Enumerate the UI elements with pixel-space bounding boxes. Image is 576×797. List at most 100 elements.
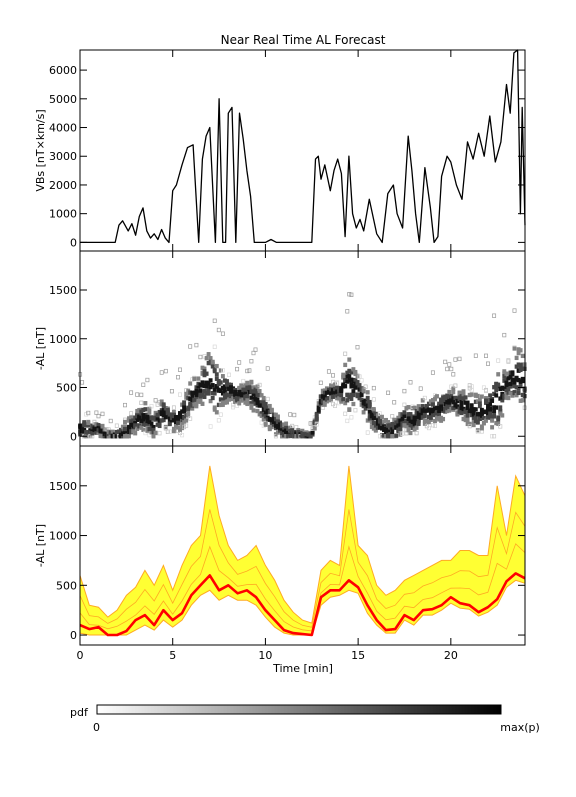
pdf-cell (479, 426, 484, 431)
y-tick-label: 0 (70, 430, 77, 443)
pdf-cell (455, 404, 460, 409)
pdf-cell (351, 389, 356, 394)
pdf-cell-outlier (502, 332, 507, 338)
pdf-cell (504, 392, 509, 397)
pdf-cell (263, 401, 268, 407)
pdf-cell (353, 408, 358, 413)
pdf-cell (355, 373, 360, 379)
pdf-cell-outlier (159, 370, 164, 375)
y-tick-label: 0 (70, 236, 77, 249)
pdf-cell (265, 396, 270, 402)
pdf-cell (275, 415, 280, 420)
pdf-cell (437, 408, 442, 414)
pdf-cell (247, 385, 252, 390)
pdf-cell (422, 412, 427, 418)
pdf-cell-outlier (449, 366, 454, 372)
pdf-cell (435, 394, 439, 399)
pdf-cell (147, 410, 152, 415)
pdf-cell-outlier (249, 359, 254, 364)
pdf-cell (163, 415, 168, 420)
pdf-cell (371, 407, 376, 412)
pdf-cell (188, 416, 193, 421)
pdf-cell (127, 434, 131, 439)
pdf-cell (212, 344, 217, 349)
pdf-cell (357, 395, 362, 400)
pdf-cell (129, 411, 134, 416)
pdf-cell (157, 430, 162, 436)
pdf-cell-outlier (216, 327, 221, 333)
pdf-cell (333, 382, 337, 387)
pdf-cell (465, 417, 470, 422)
pdf-cell (123, 419, 127, 425)
pdf-cell (322, 394, 327, 399)
chart-title: Near Real Time AL Forecast (221, 33, 386, 47)
pdf-cell-outlier (129, 390, 134, 395)
pdf-cell (257, 382, 262, 388)
x-tick-label: 20 (444, 649, 458, 662)
pdf-cell-outlier (347, 292, 352, 297)
pdf-cell (216, 418, 221, 423)
pdf-cell (335, 381, 340, 386)
pdf-cell (345, 398, 350, 403)
pdf-cell (284, 421, 289, 426)
pdf-cell (206, 381, 211, 386)
pdf-cell-outlier (355, 345, 360, 350)
pdf-cell (269, 408, 274, 413)
pdf-cell (380, 421, 384, 426)
pdf-cell (165, 429, 170, 434)
pdf-cell (467, 383, 472, 388)
pdf-cell (488, 411, 493, 416)
pdf-cell-outlier (253, 347, 258, 352)
pdf-cell (161, 417, 166, 423)
pdf-cell (345, 418, 350, 424)
pdf-cell-outlier (318, 380, 323, 385)
pdf-cell-outlier (141, 382, 146, 387)
pdf-cell (147, 406, 152, 412)
pdf-cell (259, 420, 264, 425)
pdf-cell-outlier (408, 380, 413, 385)
pdf-cell (255, 397, 260, 402)
pdf-cell (394, 433, 399, 438)
pdf-cell (475, 393, 480, 399)
pdf-cell (314, 411, 319, 417)
pdf-cell (171, 405, 176, 410)
pdf-cell (249, 403, 254, 408)
pdf-cell (400, 431, 405, 436)
pdf-cell (520, 353, 525, 359)
pdf-cell (188, 381, 193, 386)
pdf-cell (420, 404, 425, 409)
pdf-cell (357, 383, 362, 388)
pdf-cell (414, 425, 419, 430)
pdf-cell-outlier (326, 369, 331, 374)
pdf-cell (430, 409, 435, 414)
pdf-cell (365, 395, 370, 401)
pdf-cell (339, 392, 344, 398)
pdf-cell (202, 369, 207, 374)
pdf-cell (481, 420, 486, 426)
pdf-cell (208, 398, 213, 404)
pdf-cell (120, 431, 125, 437)
pdf-cell (512, 390, 517, 395)
pdf-cell (331, 379, 335, 385)
pdf-cell-outlier (86, 410, 91, 416)
pdf-cell (496, 383, 501, 389)
pdf-cell (143, 430, 148, 436)
x-axis-label: Time [min] (272, 662, 333, 675)
pdf-cell (135, 426, 140, 431)
pdf-cell-outlier (135, 392, 140, 397)
pdf-cell (469, 403, 474, 408)
pdf-cell (149, 421, 154, 426)
y-tick-label: 1000 (49, 208, 77, 221)
pdf-cell-outlier (349, 292, 354, 297)
pdf-cell (176, 425, 180, 430)
y-tick-label: 1500 (49, 480, 77, 493)
al-forecast-panel: 0 500 1000 1500 0 5 10 15 20 -AL [nT] (34, 445, 526, 662)
pdf-cell (214, 376, 219, 381)
pdf-cell (494, 393, 499, 398)
pdf-cell (404, 431, 409, 436)
pdf-cell (316, 408, 321, 413)
pdf-cell (214, 384, 219, 389)
pdf-cell (82, 427, 87, 433)
pdf-cell (198, 388, 203, 393)
pdf-cell (163, 424, 168, 430)
